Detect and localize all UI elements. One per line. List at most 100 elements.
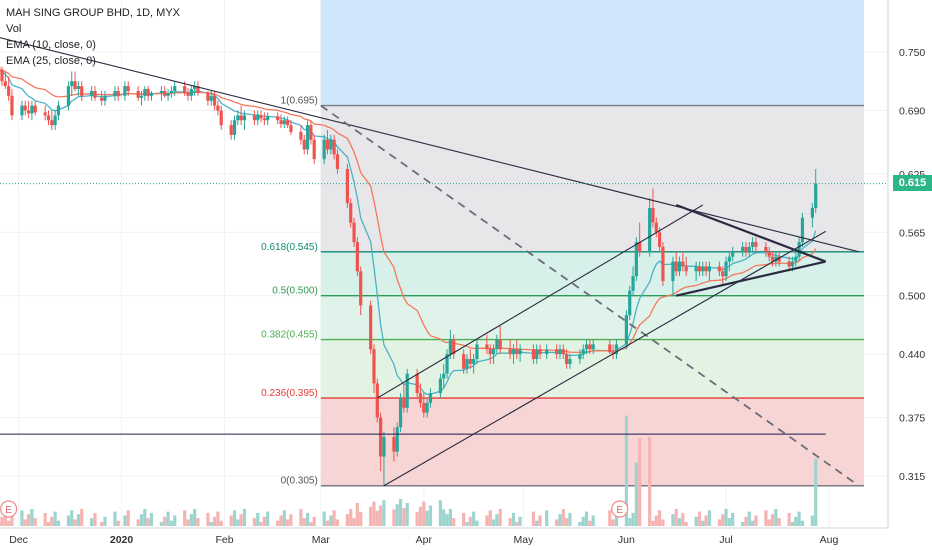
candle-body (173, 86, 177, 91)
volume-bar (329, 515, 333, 526)
candle-body (568, 359, 572, 364)
fib-zone-0-236 (320, 398, 864, 486)
candle-body (561, 349, 565, 355)
volume-bar (43, 512, 47, 526)
candle-body (146, 89, 150, 96)
volume-bar (90, 518, 94, 526)
volume-bar (395, 504, 399, 526)
volume-bar (405, 502, 409, 526)
candle-body (405, 373, 409, 408)
volume-bar (322, 511, 326, 526)
volume-bar (335, 519, 340, 526)
candle-body (43, 112, 47, 116)
candle-body (475, 344, 479, 360)
volume-bar (259, 522, 263, 526)
candle-body (538, 349, 542, 355)
candle-body (80, 86, 84, 96)
volume-bar (777, 518, 781, 526)
volume-bar (252, 518, 257, 526)
volume-bar (425, 510, 429, 526)
candle-body (239, 115, 243, 121)
volume-bar (209, 522, 213, 526)
candle-body (422, 402, 426, 413)
candle-body (166, 92, 170, 96)
volume-bar (7, 520, 11, 526)
candle-body (229, 125, 233, 135)
candle-body (684, 266, 688, 272)
fib-level-label: 0.618(0.545) (261, 242, 318, 253)
trend-line (383, 230, 826, 487)
candle-body (442, 373, 446, 379)
candle-body (428, 393, 433, 403)
volume-bar (299, 509, 303, 526)
candle-body (186, 92, 190, 96)
candle-body (614, 344, 619, 355)
volume-bar (724, 509, 728, 526)
fib-zone-5-618 (320, 251, 864, 296)
volume-bar (93, 512, 97, 526)
candle-body (681, 261, 685, 267)
candle-body (355, 242, 359, 272)
candle-body (379, 417, 383, 457)
candle-body (438, 378, 443, 394)
volume-bar (206, 512, 210, 526)
candle-body (7, 86, 11, 96)
candle-body (159, 90, 164, 93)
volume-bar (352, 518, 356, 526)
candle-body (418, 393, 423, 403)
volume-bar (186, 519, 190, 526)
volume-bar (608, 510, 612, 526)
candle-body (309, 125, 313, 140)
candle-body (279, 120, 283, 125)
volume-bar (80, 509, 84, 526)
last-price-badge: 0.615 (893, 175, 932, 191)
volume-bar (495, 514, 499, 526)
candle-body (731, 251, 735, 257)
candle-body (495, 339, 499, 350)
volume-bar (415, 512, 419, 526)
volume-bar (103, 516, 107, 526)
volume-bar (418, 506, 423, 526)
volume-bar (262, 516, 266, 526)
volume-bar (648, 437, 652, 526)
volume-bar (242, 509, 247, 526)
candle-body (302, 139, 306, 150)
candle-body (332, 139, 336, 155)
candle-body (398, 398, 403, 428)
candle-body (727, 256, 731, 262)
candle-body (511, 349, 516, 355)
chart-legend: MAH SING GROUP BHD, 1D, MYX Vol EMA (10,… (6, 5, 180, 69)
volume-bar (452, 518, 456, 526)
candle-body (677, 261, 682, 272)
candle-body (206, 92, 210, 101)
candle-body (143, 89, 147, 96)
volume-bar (578, 522, 582, 526)
candle-body (359, 271, 363, 306)
ema10-legend: EMA (10, close, 0) (6, 39, 96, 51)
volume-bar (624, 415, 629, 526)
candle-body (651, 207, 655, 223)
volume-bar (309, 522, 313, 526)
candle-body (624, 315, 629, 345)
volume-bar (73, 519, 77, 526)
candle-body (774, 256, 778, 262)
volume-bar (671, 514, 675, 526)
time-tick-label: Apr (416, 534, 433, 546)
candle-body (209, 95, 213, 101)
candle-body (352, 222, 356, 243)
volume-bar (485, 515, 489, 526)
candle-body (498, 339, 502, 350)
volume-legend: Vol (6, 23, 22, 35)
candle-body (578, 354, 582, 360)
candle-body (123, 86, 127, 96)
candle-body (751, 242, 755, 247)
volume-bar (535, 520, 539, 526)
volume-bar (581, 516, 585, 526)
volume-bar (707, 510, 712, 526)
candle-body (335, 154, 340, 169)
volume-bar (468, 516, 472, 526)
candle-body (661, 246, 665, 282)
volume-bar (212, 516, 217, 526)
volume-bar (3, 511, 7, 526)
